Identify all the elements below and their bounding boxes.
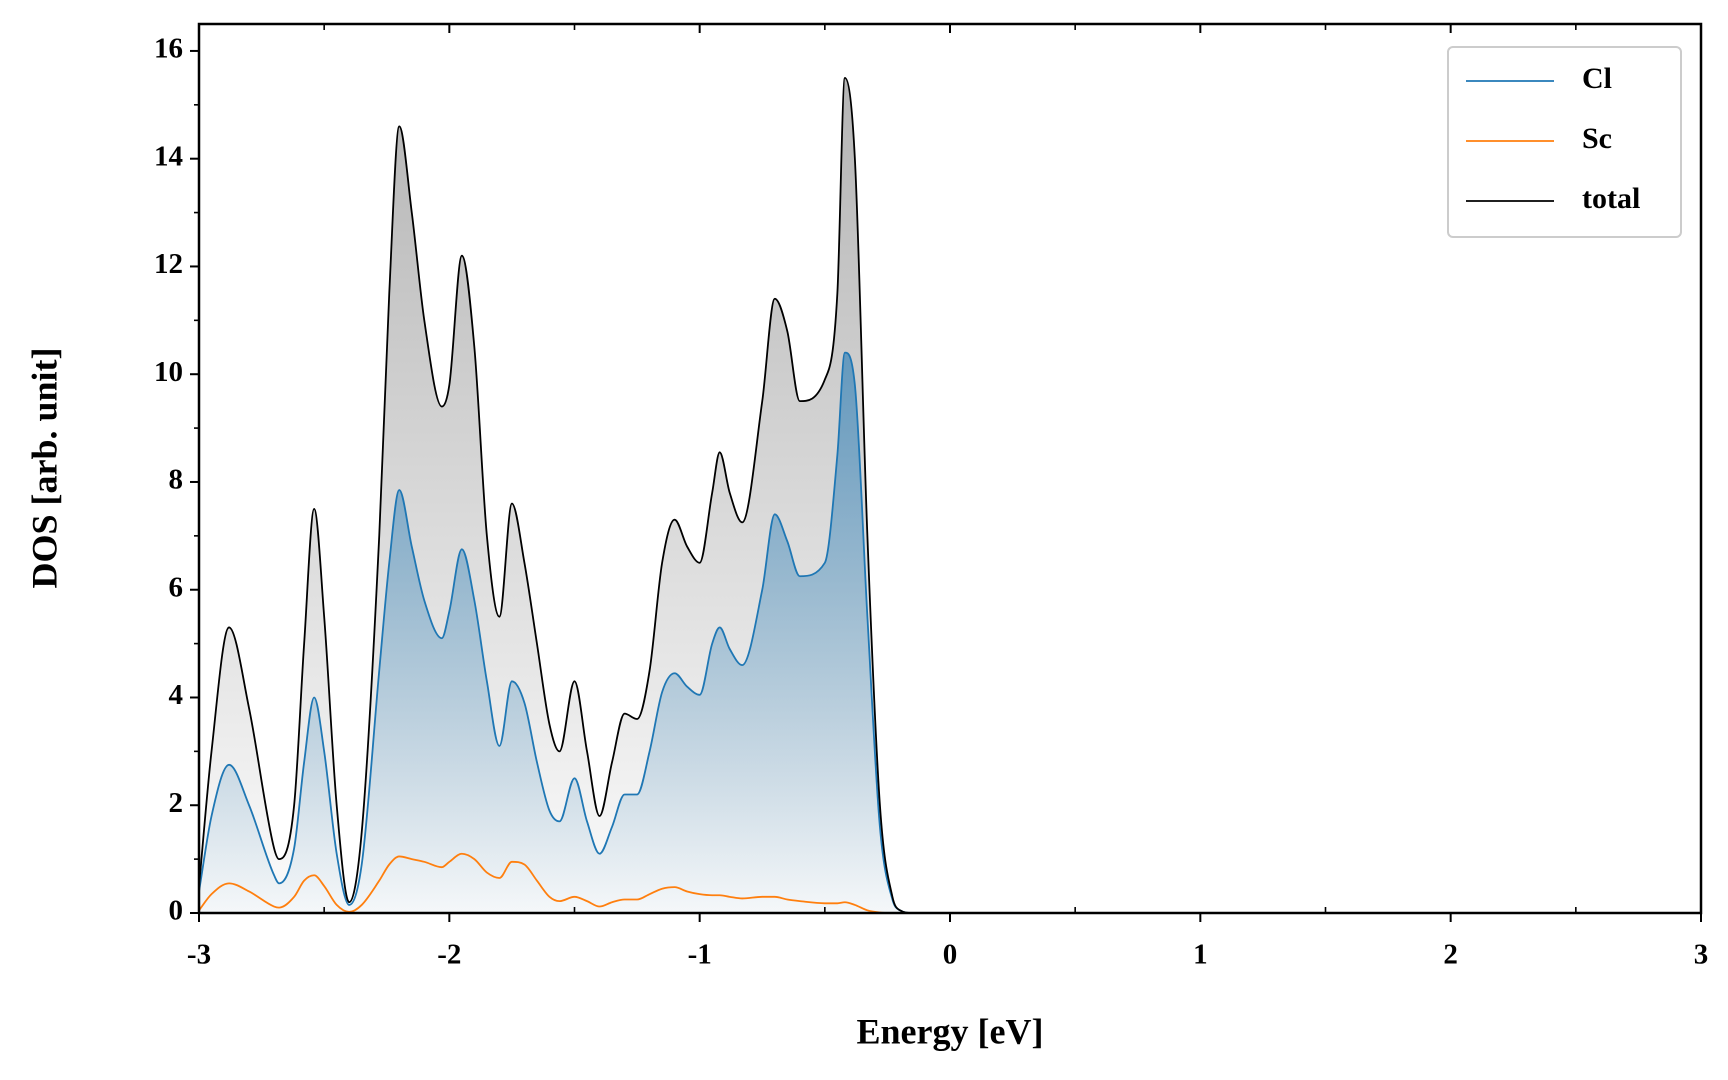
x-tick-label: -3 [187, 939, 211, 971]
legend-label: Cl [1582, 62, 1612, 95]
x-tick-label: -2 [437, 939, 461, 971]
x-axis-label: Energy [eV] [857, 1011, 1044, 1051]
legend-label: total [1582, 182, 1640, 215]
y-tick-label: 12 [154, 248, 183, 280]
series-line [198, 76, 1701, 914]
y-tick-label: 2 [169, 787, 184, 819]
areas [199, 77, 1701, 913]
y-tick-label: 4 [169, 679, 184, 711]
y-tick-label: 14 [154, 140, 183, 172]
series-line [198, 852, 1701, 914]
y-tick-label: 0 [169, 895, 184, 927]
x-tick-label: 1 [1193, 939, 1208, 971]
x-tick-label: -1 [688, 939, 712, 971]
y-tick-label: 6 [169, 571, 184, 603]
lines [198, 76, 1701, 914]
x-tick-label: 0 [943, 939, 958, 971]
legend: Cl Sc total [1447, 46, 1682, 238]
legend-label: Sc [1582, 122, 1612, 155]
y-tick-label: 10 [154, 356, 183, 388]
legend-box [1447, 46, 1682, 238]
x-tick-label: 2 [1443, 939, 1458, 971]
y-tick-label: 16 [154, 33, 183, 65]
y-axis-label: DOS [arb. unit] [24, 347, 64, 588]
x-tick-label: 3 [1694, 939, 1709, 971]
area-fill [199, 77, 1701, 913]
series-line [198, 351, 1701, 914]
y-tick-label: 8 [169, 464, 184, 496]
